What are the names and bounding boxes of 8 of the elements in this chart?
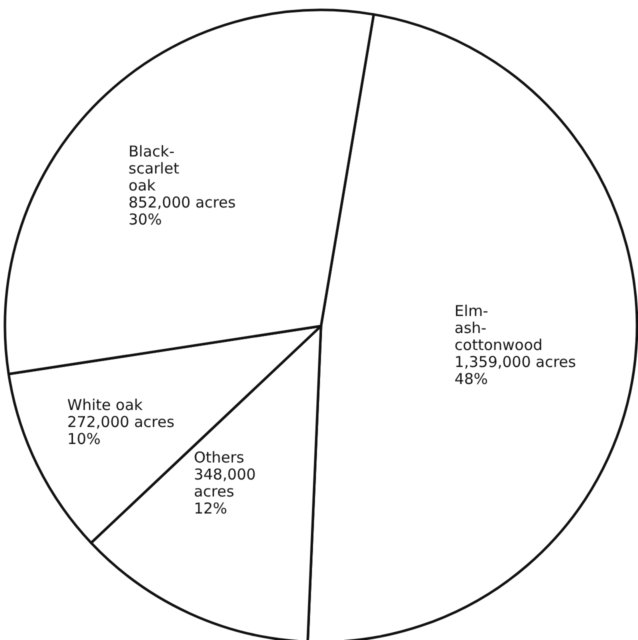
data-label: 348,000 acres 12% bbox=[194, 466, 256, 518]
slice-label: Black- scarlet oak bbox=[128, 142, 180, 195]
data-label: 1,359,000 acres 48% bbox=[454, 352, 576, 388]
data-label: 852,000 acres 30% bbox=[128, 194, 236, 229]
slice-label: Elm- ash- cottonwood bbox=[454, 302, 543, 354]
data-label: 272,000 acres 10% bbox=[67, 413, 175, 448]
slice-label: White oak bbox=[67, 396, 144, 414]
slice-label: Others bbox=[194, 448, 244, 467]
